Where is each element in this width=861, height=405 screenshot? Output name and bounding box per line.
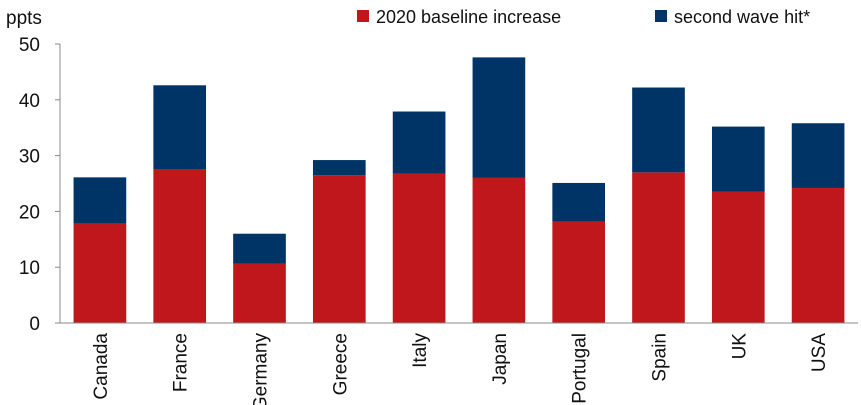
- bar-japan-second-wave: [472, 57, 526, 178]
- bar-germany-second-wave: [233, 233, 286, 264]
- bar-italy-second-wave: [392, 111, 446, 174]
- legend-label-second-wave: second wave hit*: [674, 7, 810, 27]
- bar-portugal-second-wave: [552, 182, 606, 222]
- legend-label-baseline: 2020 baseline increase: [376, 7, 561, 27]
- x-tick-label-japan: Japan: [490, 333, 511, 385]
- bar-canada-baseline: [73, 223, 127, 323]
- y-tick-label: 0: [29, 314, 40, 335]
- y-unit-label: ppts: [6, 8, 42, 29]
- bar-usa-second-wave: [791, 123, 845, 188]
- bar-greece-second-wave: [312, 160, 366, 176]
- legend-swatch-second-wave: [655, 10, 667, 22]
- x-tick-label-canada: Canada: [91, 333, 112, 400]
- x-tick-label-spain: Spain: [650, 333, 671, 382]
- bar-japan-baseline: [472, 177, 526, 323]
- x-tick-label-italy: Italy: [410, 333, 431, 368]
- bar-uk-second-wave: [711, 126, 765, 192]
- legend-swatch-baseline: [357, 10, 369, 22]
- y-tick-label: 40: [19, 91, 40, 112]
- bar-italy-baseline: [392, 173, 446, 323]
- y-axis: 0 10 20 30 40 50: [19, 35, 61, 335]
- bars: [73, 57, 845, 323]
- bar-usa-baseline: [791, 187, 845, 323]
- x-tick-label-germany: Germany: [251, 333, 272, 405]
- x-tick-label-france: France: [171, 333, 192, 392]
- bar-spain-second-wave: [632, 87, 685, 173]
- bar-france-second-wave: [153, 85, 207, 169]
- bar-uk-baseline: [711, 191, 765, 323]
- bar-greece-baseline: [312, 175, 366, 323]
- bar-germany-baseline: [233, 263, 286, 323]
- x-tick-label-uk: UK: [729, 333, 750, 360]
- y-tick-label: 10: [19, 258, 40, 279]
- y-tick-label: 30: [19, 147, 40, 168]
- legend: 2020 baseline increase second wave hit*: [357, 7, 810, 27]
- x-tick-label-portugal: Portugal: [570, 333, 591, 404]
- x-axis: Canada France Germany Greece Italy Japan Portu…: [60, 322, 858, 405]
- bar-spain-baseline: [632, 172, 685, 323]
- x-tick-label-usa: USA: [809, 333, 830, 372]
- y-tick-label: 50: [19, 35, 40, 56]
- bar-portugal-baseline: [552, 221, 606, 323]
- x-tick-label-greece: Greece: [330, 333, 351, 395]
- bar-france-baseline: [153, 168, 207, 323]
- bar-canada-second-wave: [73, 177, 127, 224]
- y-tick-label: 20: [19, 202, 40, 223]
